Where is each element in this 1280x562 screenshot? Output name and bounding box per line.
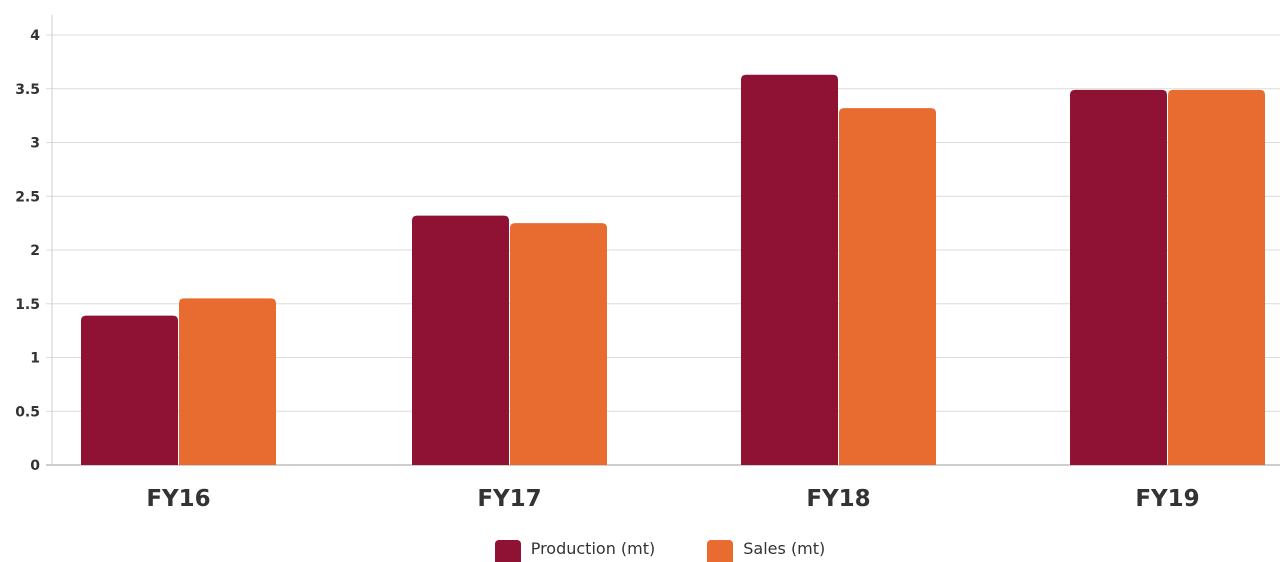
legend: Production (mt) Sales (mt) <box>0 538 1280 562</box>
y-tick-label: 0.5 <box>15 404 40 420</box>
bar-production-fy17[interactable] <box>412 215 509 465</box>
legend-swatch-sales <box>707 540 734 562</box>
legend-label-production: Production (mt) <box>530 538 656 558</box>
x-category-label: FY18 <box>806 486 870 512</box>
x-category-label: FY19 <box>1135 486 1199 512</box>
bar-production-fy16[interactable] <box>81 315 178 465</box>
x-category-label: FY16 <box>146 486 210 512</box>
bar-sales-fy16[interactable] <box>179 298 276 465</box>
y-tick-label: 3 <box>30 136 40 152</box>
x-axis-labels: FY16 FY17 FY18 FY19 <box>146 486 1199 512</box>
y-tick-label: 2 <box>30 243 40 259</box>
y-tick-label: 2.5 <box>15 189 40 205</box>
legend-swatch-production <box>494 540 521 562</box>
bar-production-fy19[interactable] <box>1070 89 1167 465</box>
y-tick-label: 3.5 <box>15 82 40 98</box>
bar-sales-fy17[interactable] <box>510 223 607 465</box>
y-tick-label: 1.5 <box>15 297 40 313</box>
bar-sales-fy18[interactable] <box>839 108 936 465</box>
legend-item-sales[interactable]: Sales (mt) <box>707 534 825 562</box>
legend-item-production[interactable]: Production (mt) <box>494 534 656 562</box>
x-category-label: FY17 <box>477 486 541 512</box>
bar-production-fy18[interactable] <box>741 74 838 466</box>
y-axis: 0 0.5 1 1.5 2 2.5 3 3.5 4 <box>15 15 53 474</box>
legend-label-sales: Sales (mt) <box>743 538 826 558</box>
y-tick-label: 1 <box>30 351 40 367</box>
bar-sales-fy19[interactable] <box>1168 89 1265 465</box>
y-tick-label: 0 <box>30 458 40 474</box>
bars <box>81 74 1265 466</box>
y-tick-label: 4 <box>30 28 40 44</box>
